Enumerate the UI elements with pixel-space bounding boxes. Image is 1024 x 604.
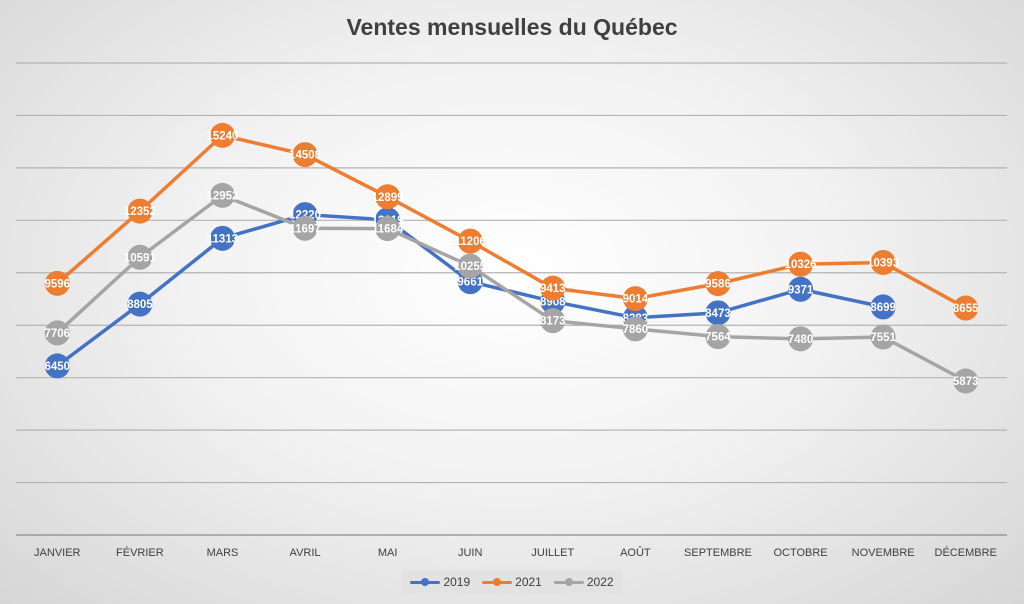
data-point-2022: [457, 253, 483, 279]
x-tick-label: JANVIER: [34, 547, 81, 559]
legend-marker: [553, 578, 584, 586]
data-point-2021: [209, 122, 235, 148]
data-label-2021: 10326: [785, 259, 817, 271]
data-label-2022: 7564: [705, 332, 731, 344]
data-label-2019: 8699: [870, 302, 896, 314]
data-point-2019: [44, 353, 70, 379]
legend-item-2019: 2019: [410, 575, 470, 589]
data-label-2022: 7860: [623, 324, 649, 336]
data-label-2022: 7706: [44, 328, 70, 340]
data-point-2021: [127, 198, 153, 224]
data-label-2022: 5873: [953, 376, 979, 388]
data-point-2021: [44, 270, 70, 296]
data-label-2019: 6450: [44, 361, 70, 373]
data-label-2019: 8908: [540, 296, 566, 308]
data-point-2022: [375, 216, 401, 242]
data-point-2022: [788, 326, 814, 352]
x-tick-label: FÉVRIER: [116, 546, 164, 559]
x-tick-label: AVRIL: [290, 547, 321, 559]
data-label-2021: 15240: [206, 130, 238, 142]
data-label-2021: 14508: [289, 150, 322, 162]
data-label-2019: 9661: [457, 277, 483, 289]
data-label-2022: 11684: [372, 224, 404, 236]
data-label-2022: 11697: [289, 223, 320, 235]
data-label-2022: 10255: [454, 261, 487, 273]
data-label-2019: 9371: [788, 284, 814, 296]
legend: 2019 2021 2022: [402, 570, 622, 594]
data-label-2021: 9586: [705, 279, 731, 291]
data-point-2019: [705, 300, 731, 326]
data-label-2019: 8805: [127, 299, 153, 311]
data-point-2021: [622, 286, 648, 312]
data-point-2022: [705, 324, 731, 350]
data-label-2019: 12220: [289, 210, 321, 222]
data-point-2019: [209, 225, 235, 251]
data-label-2021: 9596: [44, 278, 70, 290]
x-tick-label: NOVEMBRE: [852, 547, 915, 559]
data-point-2022: [540, 308, 566, 334]
legend-label: 2022: [586, 575, 614, 589]
x-tick-label: MARS: [207, 547, 239, 559]
data-label-2021: 12352: [124, 206, 156, 218]
data-point-2021: [375, 184, 401, 210]
data-label-2021: 10393: [867, 257, 899, 269]
data-label-2022: 12952: [206, 190, 238, 202]
data-label-2022: 7551: [870, 332, 896, 344]
data-label-2022: 10591: [124, 252, 157, 264]
x-tick-label: JUILLET: [531, 547, 574, 559]
data-point-2022: [953, 368, 979, 394]
data-point-2021: [540, 275, 566, 301]
data-label-2019: 8473: [705, 308, 731, 320]
x-tick-label: OCTOBRE: [773, 547, 827, 559]
data-point-2021: [705, 271, 731, 297]
legend-label: 2021: [515, 575, 542, 589]
data-point-2021: [953, 295, 979, 321]
data-label-2021: 8655: [953, 303, 979, 315]
data-label-2021: 11206: [455, 236, 486, 248]
data-point-2022: [870, 324, 896, 350]
data-point-2022: [292, 215, 318, 241]
x-tick-label: AOÛT: [620, 546, 651, 559]
data-point-2019: [788, 276, 814, 302]
x-tick-label: MAI: [378, 547, 398, 559]
data-label-2021: 9014: [623, 294, 649, 306]
data-point-2021: [457, 228, 483, 254]
legend-item-2021: 2021: [482, 575, 542, 589]
data-point-2019: [870, 294, 896, 320]
data-label-2019: 11313: [207, 233, 238, 245]
data-label-2022: 8173: [540, 316, 566, 328]
x-tick-label: SEPTEMBRE: [684, 547, 752, 559]
data-point-2021: [870, 249, 896, 275]
chart-title: Ventes mensuelles du Québec: [346, 14, 678, 40]
data-point-2022: [622, 316, 648, 342]
legend-label: 2019: [443, 575, 471, 589]
data-point-2022: [127, 244, 153, 270]
legend-item-2022: 2022: [553, 575, 614, 589]
data-point-2022: [44, 320, 70, 346]
data-label-2021: 12899: [372, 192, 404, 204]
series-line-2022: [56, 193, 967, 383]
series-line-2021: [56, 133, 967, 310]
data-point-2021: [292, 142, 318, 168]
legend-marker: [410, 578, 441, 586]
data-point-2022: [209, 182, 235, 208]
legend-marker: [482, 578, 513, 586]
x-tick-label: JUIN: [458, 547, 483, 559]
x-tick-label: DÉCEMBRE: [935, 546, 997, 559]
data-label-2022: 7480: [788, 334, 814, 346]
data-point-2019: [127, 291, 153, 317]
data-point-2021: [788, 251, 814, 277]
data-label-2021: 9413: [540, 283, 566, 295]
